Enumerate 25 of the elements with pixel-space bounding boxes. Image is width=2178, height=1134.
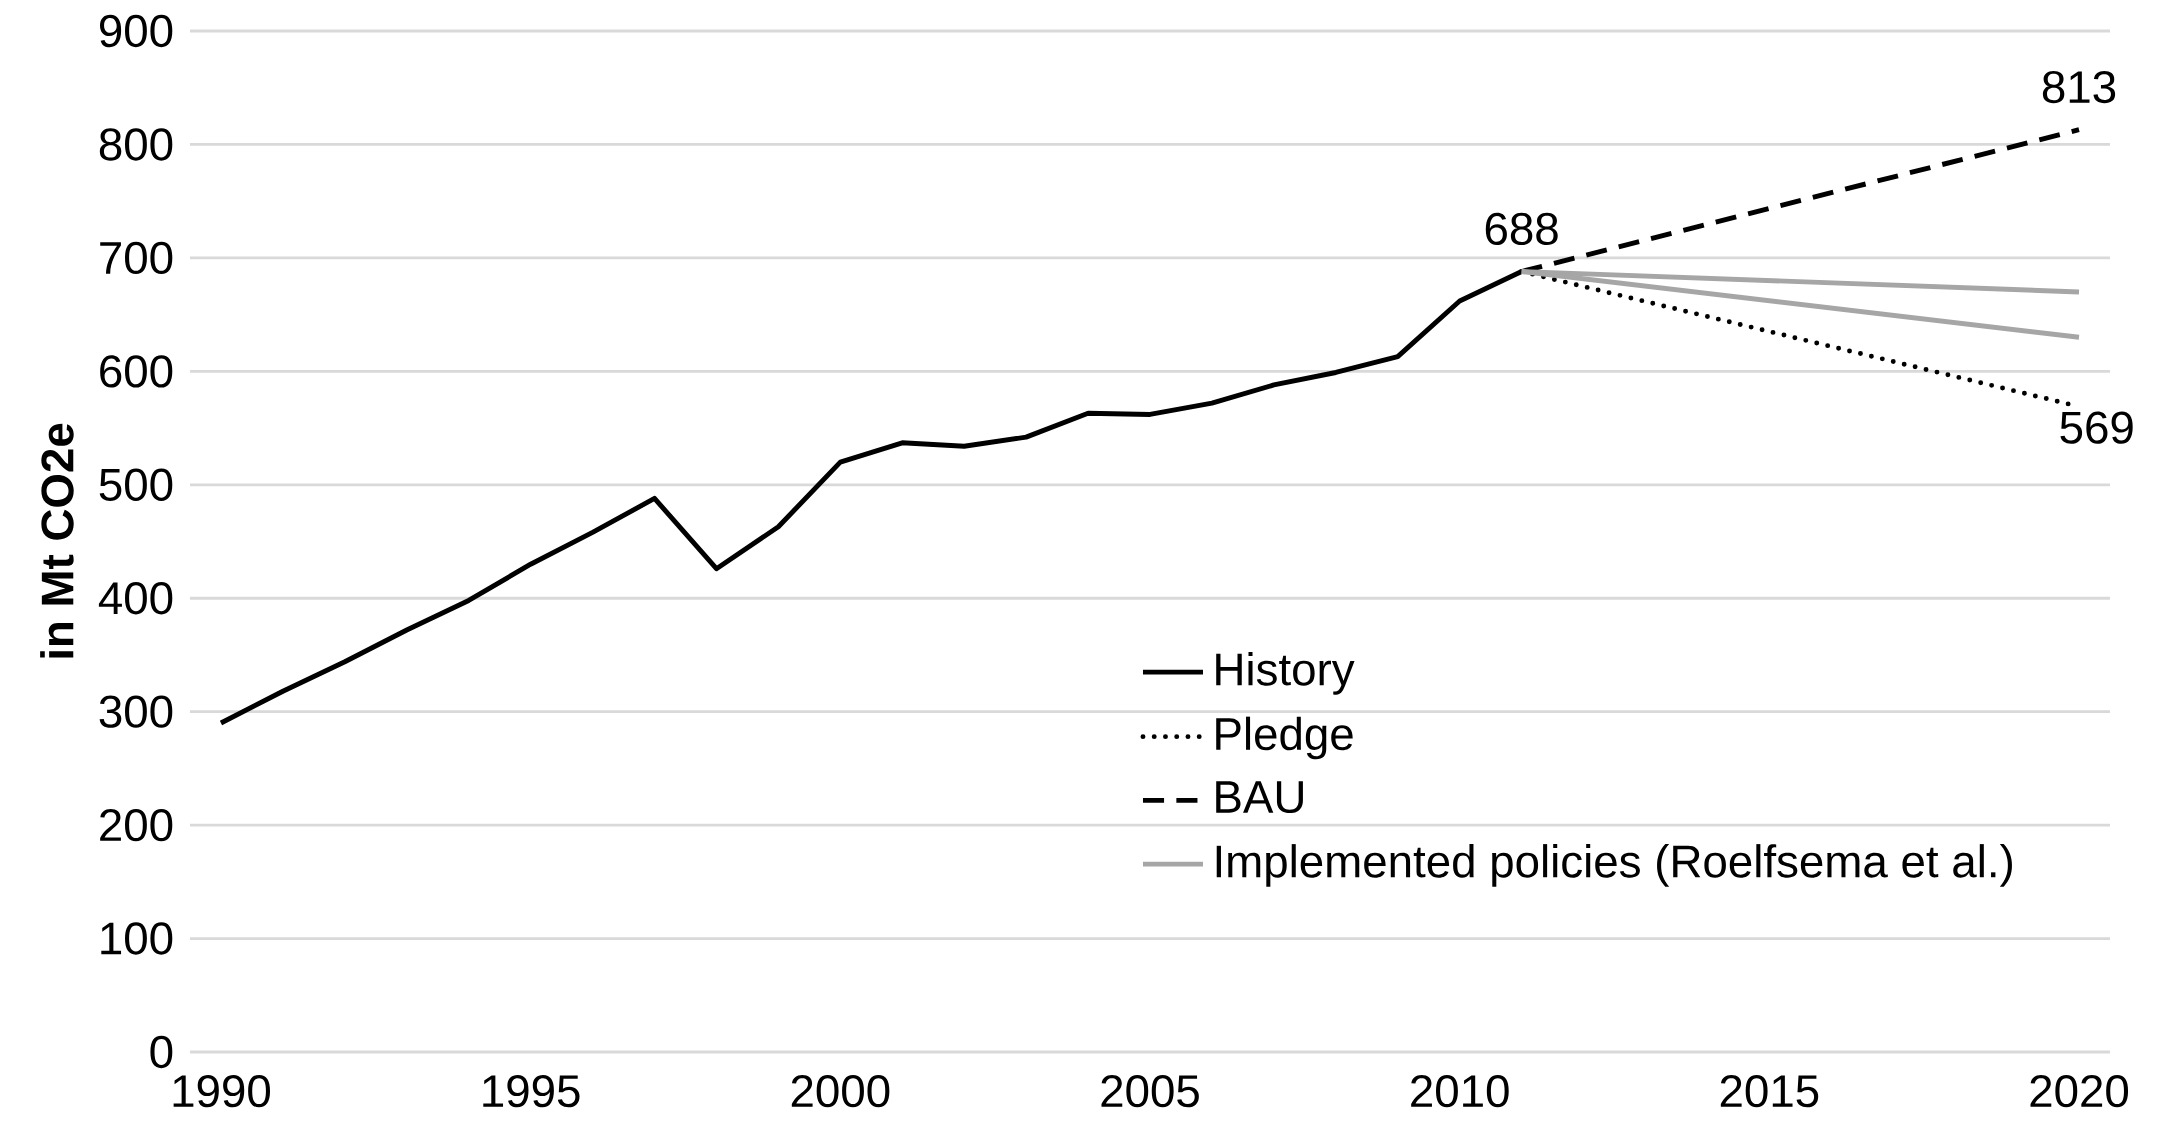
y-tick-label: 900 xyxy=(100,14,173,48)
y-tick-label: 500 xyxy=(99,468,173,501)
y-tick-label: 300 xyxy=(99,695,173,728)
x-tick-label: 2000 xyxy=(791,1074,890,1108)
y-tick-label: 400 xyxy=(98,582,173,615)
y-tick-label: 600 xyxy=(100,355,173,388)
legend-label: Implemented policies (Roelfsema et al.) xyxy=(1216,844,2012,887)
data-label: 688 xyxy=(1485,212,1558,246)
x-tick-label: 1995 xyxy=(483,1074,580,1108)
legend-label: BAU xyxy=(1216,781,1303,814)
x-tick-label: 2010 xyxy=(1411,1074,1509,1108)
legend-label: Pledge xyxy=(1216,716,1353,760)
y-tick-label: 800 xyxy=(99,128,173,161)
x-tick-label: 1990 xyxy=(173,1074,271,1108)
data-label: 569 xyxy=(2060,411,2133,444)
y-tick-label: 0 xyxy=(150,1035,173,1069)
y-tick-label: 200 xyxy=(100,808,173,842)
y-tick-label: 100 xyxy=(101,922,173,955)
y-axis-title: in Mt CO2e xyxy=(40,423,74,658)
y-tick-label: 700 xyxy=(100,241,173,275)
x-tick-label: 2020 xyxy=(2030,1074,2129,1108)
x-tick-label: 2015 xyxy=(1720,1074,1819,1108)
x-tick-label: 2005 xyxy=(1101,1074,1199,1108)
legend-label: History xyxy=(1216,652,1355,695)
data-label: 813 xyxy=(2042,70,2116,104)
